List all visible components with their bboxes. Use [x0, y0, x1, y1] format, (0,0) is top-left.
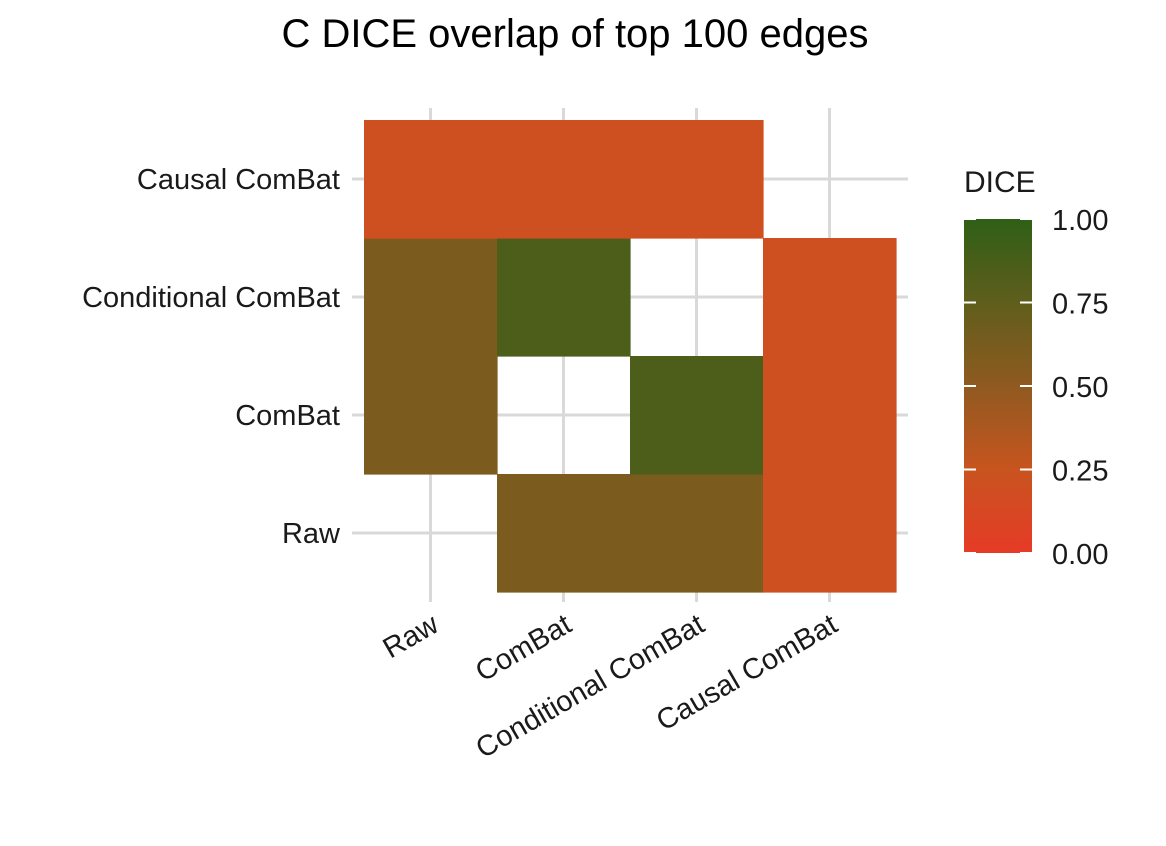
- y-tick-label: ComBat: [235, 400, 340, 432]
- y-tick-label: Conditional ComBat: [82, 282, 340, 314]
- heatmap-cell: [364, 120, 498, 239]
- heatmap-cell: [763, 238, 897, 357]
- heatmap-cells: [364, 120, 897, 593]
- heatmap-cell: [497, 474, 631, 593]
- heatmap-cell: [630, 474, 764, 593]
- y-tick-label: Causal ComBat: [137, 164, 340, 196]
- legend-title: DICE: [964, 166, 1036, 199]
- chart-title: C DICE overlap of top 100 edges: [281, 12, 868, 56]
- legend-tick-label: 0.75: [1052, 289, 1108, 321]
- legend-ticks: 0.00 0.25 0.50 0.75 1.00: [964, 205, 1108, 571]
- heatmap-cell: [763, 356, 897, 475]
- legend-tick-label: 0.50: [1052, 372, 1108, 404]
- x-tick-label: ComBat: [470, 608, 577, 688]
- heatmap-cell: [763, 474, 897, 593]
- heatmap-cell: [497, 120, 631, 239]
- legend-tick-label: 0.25: [1052, 456, 1108, 488]
- heatmap-cell: [630, 356, 764, 475]
- x-tick-label: Conditional ComBat: [471, 608, 710, 765]
- legend-tick-label: 0.00: [1052, 539, 1108, 571]
- heatmap-cell: [364, 238, 498, 357]
- color-legend: DICE 0.00 0.25 0.50 0.75 1.00: [964, 166, 1108, 571]
- x-tick-label: Raw: [378, 608, 445, 665]
- legend-tick-label: 1.00: [1052, 205, 1108, 237]
- heatmap-cell: [630, 120, 764, 239]
- y-axis-ticks: Raw ComBat Conditional ComBat Causal ComBat: [82, 164, 341, 550]
- y-tick-label: Raw: [282, 518, 341, 550]
- heatmap-cell: [497, 238, 631, 357]
- heatmap-cell: [364, 356, 498, 475]
